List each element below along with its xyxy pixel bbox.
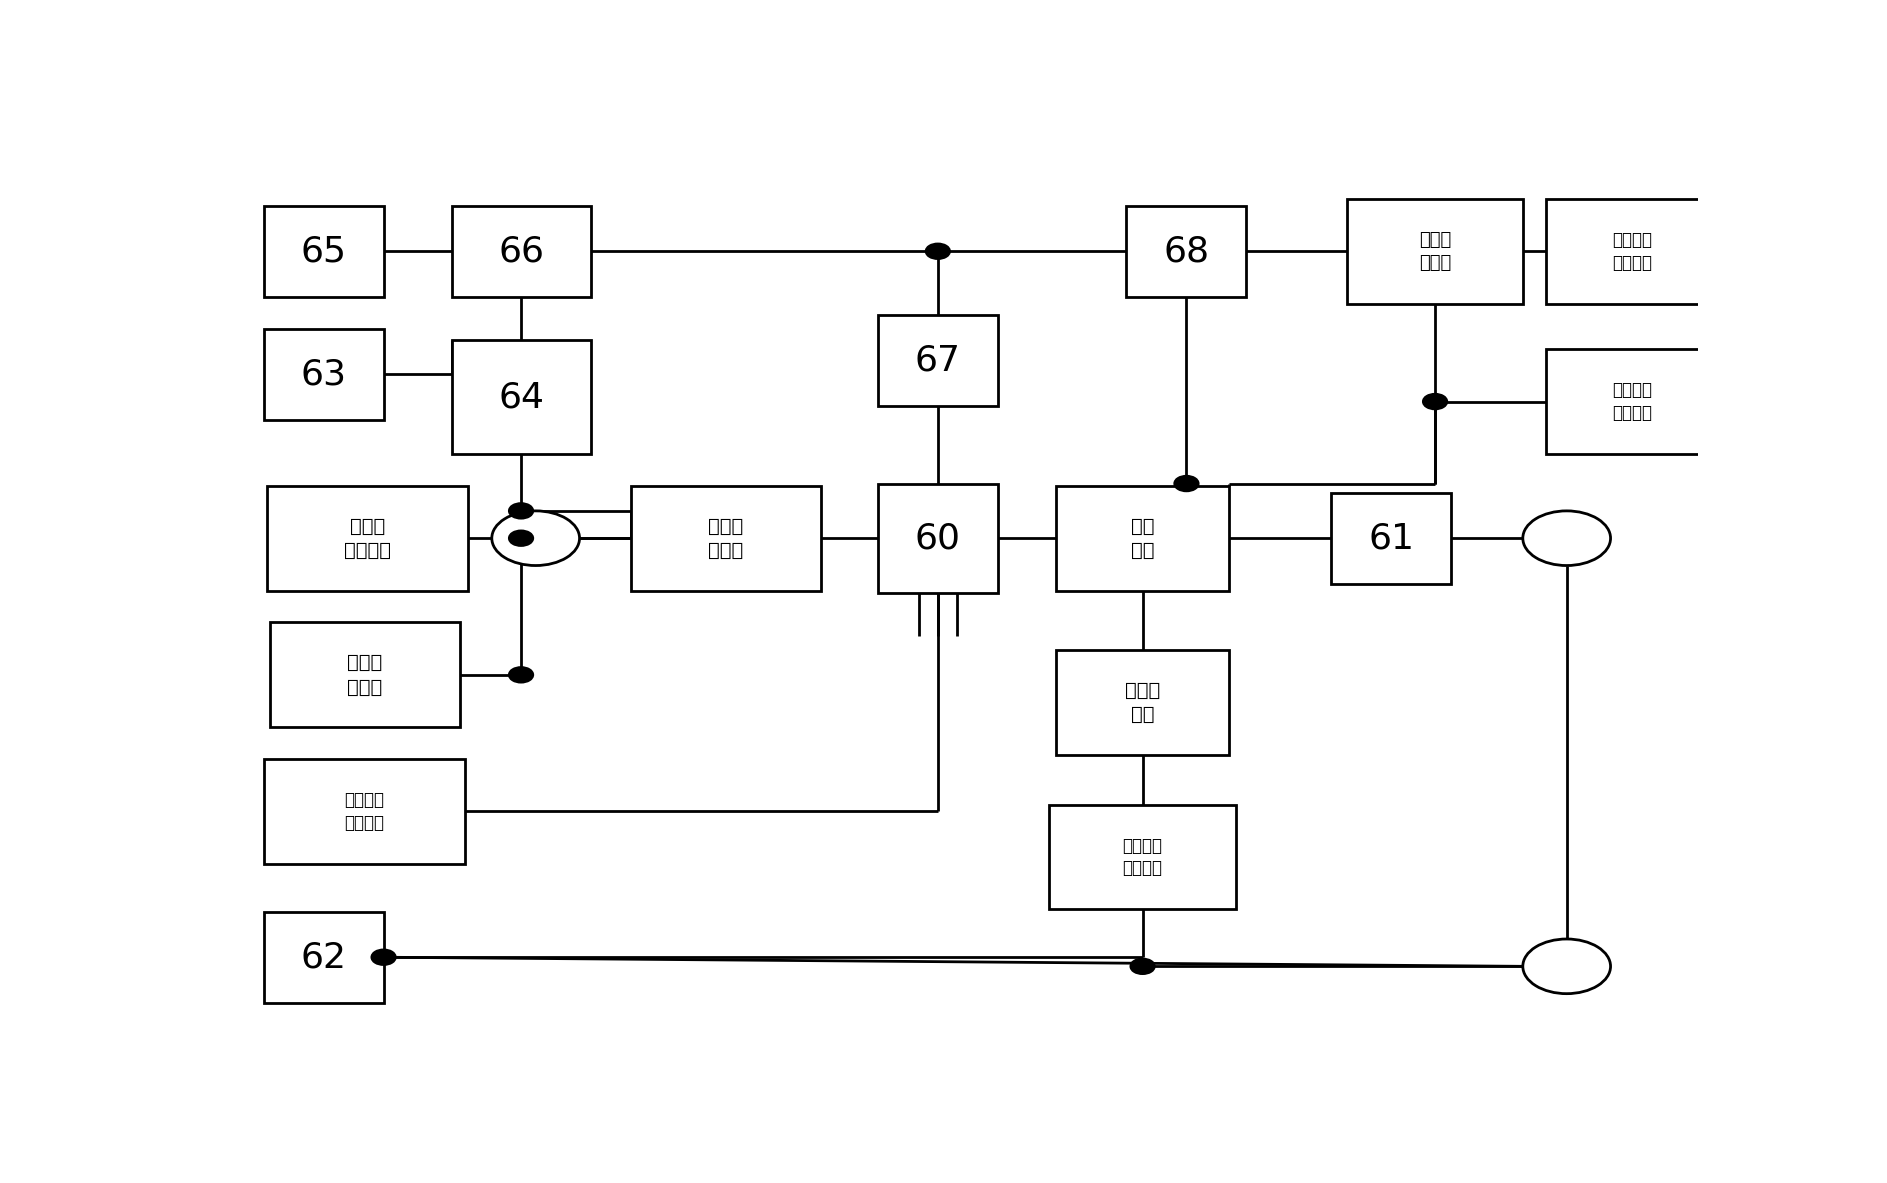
Text: 65: 65 — [300, 234, 347, 269]
FancyBboxPatch shape — [451, 340, 591, 454]
FancyBboxPatch shape — [630, 486, 821, 590]
Text: 精密度
设定装置: 精密度 设定装置 — [343, 517, 391, 560]
FancyBboxPatch shape — [270, 622, 460, 728]
Text: 加减速度
设定装置: 加减速度 设定装置 — [345, 791, 385, 832]
FancyBboxPatch shape — [1127, 206, 1247, 297]
FancyBboxPatch shape — [877, 484, 998, 593]
Circle shape — [1176, 477, 1198, 491]
FancyBboxPatch shape — [1057, 649, 1228, 755]
Text: 限制器
装置: 限制器 装置 — [1125, 680, 1161, 724]
Circle shape — [1423, 394, 1447, 409]
Text: 62: 62 — [300, 940, 347, 975]
Text: 60: 60 — [915, 522, 960, 555]
FancyBboxPatch shape — [1330, 492, 1451, 583]
Text: 66: 66 — [498, 234, 543, 269]
Circle shape — [1523, 511, 1611, 565]
Text: 67: 67 — [915, 343, 960, 377]
Circle shape — [493, 511, 579, 565]
FancyBboxPatch shape — [877, 315, 998, 406]
Circle shape — [927, 244, 949, 259]
Text: 63: 63 — [300, 357, 347, 392]
Circle shape — [372, 950, 394, 964]
Text: 增益调
节装置: 增益调 节装置 — [1419, 231, 1451, 272]
FancyBboxPatch shape — [266, 486, 468, 590]
Text: 止振精度
设定装置: 止振精度 设定装置 — [1613, 231, 1653, 272]
FancyBboxPatch shape — [264, 912, 383, 1003]
Text: 周期运
算装置: 周期运 算装置 — [708, 517, 743, 560]
Circle shape — [1523, 939, 1611, 994]
FancyBboxPatch shape — [264, 329, 383, 420]
FancyBboxPatch shape — [1057, 486, 1228, 590]
Text: 68: 68 — [1164, 234, 1210, 269]
FancyBboxPatch shape — [1049, 804, 1236, 910]
FancyBboxPatch shape — [1347, 199, 1523, 304]
Text: 位置反馈
控制装置: 位置反馈 控制装置 — [1123, 836, 1162, 878]
FancyBboxPatch shape — [1545, 349, 1719, 454]
FancyBboxPatch shape — [451, 206, 591, 297]
Circle shape — [509, 531, 532, 545]
Circle shape — [1130, 959, 1155, 974]
Text: 比较
装置: 比较 装置 — [1130, 517, 1155, 560]
Circle shape — [509, 504, 532, 518]
Text: 61: 61 — [1368, 522, 1413, 555]
FancyBboxPatch shape — [264, 759, 466, 864]
Text: 64: 64 — [498, 380, 543, 414]
Circle shape — [509, 667, 532, 683]
FancyBboxPatch shape — [1545, 199, 1719, 304]
Text: 速度设
定装置: 速度设 定装置 — [347, 653, 383, 697]
FancyBboxPatch shape — [264, 206, 383, 297]
Text: 定位精度
设定装置: 定位精度 设定装置 — [1613, 381, 1653, 422]
